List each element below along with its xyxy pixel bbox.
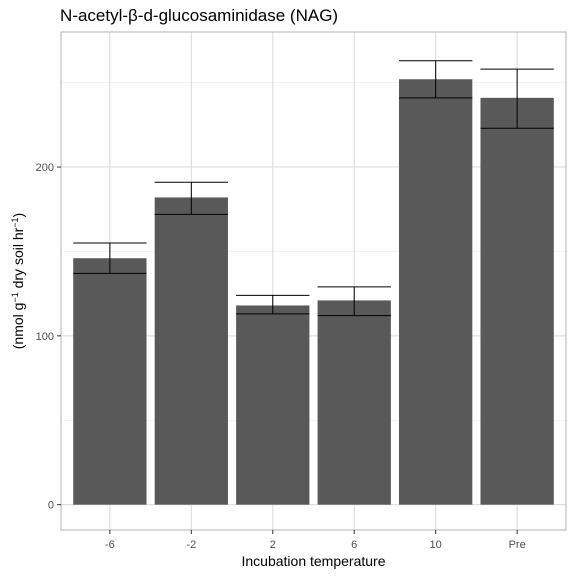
panel-border <box>60 31 567 531</box>
bar-2 <box>236 305 310 505</box>
y-axis-title: (nmol g−1 dry soil hr−1) <box>10 213 26 349</box>
error-bar-6 <box>317 286 391 317</box>
x-tick-label: -6 <box>105 539 115 551</box>
x-tick-label: -2 <box>186 539 196 551</box>
x-tick-label: 10 <box>430 539 442 551</box>
error-bar--2 <box>154 181 228 215</box>
bars <box>73 79 554 505</box>
chart-title: N-acetyl-β-d-glucosaminidase (NAG) <box>60 6 339 25</box>
y-tick-label: 200 <box>36 162 54 174</box>
x-tick-label: 6 <box>351 539 357 551</box>
x-tick-label: Pre <box>509 539 526 551</box>
y-axis-title-sup1: −1 <box>10 292 20 302</box>
x-axis-title: Incubation temperature <box>242 553 386 569</box>
y-axis-title-open: (nmol g <box>10 303 26 350</box>
error-bar-10 <box>399 60 473 99</box>
error-bar--6 <box>73 242 147 274</box>
bar-10 <box>399 79 473 505</box>
x-axis-ticks: -6 -2 2 6 10 Pre <box>105 530 526 551</box>
bar-6 <box>317 300 391 505</box>
y-axis-title-middle: dry soil hr <box>10 227 26 292</box>
bar--6 <box>73 258 147 505</box>
x-tick-label: 2 <box>270 539 276 551</box>
error-bars <box>73 60 554 317</box>
bar--2 <box>154 197 228 505</box>
error-bar-Pre <box>480 68 554 129</box>
error-bar-2 <box>236 294 310 315</box>
y-axis-title-close: ) <box>10 213 26 218</box>
y-axis-ticks: 0 100 200 <box>36 162 61 512</box>
y-tick-label: 0 <box>48 500 54 512</box>
y-tick-label: 100 <box>36 331 54 343</box>
y-axis-title-sup2: −1 <box>10 217 20 227</box>
bar-Pre <box>480 97 554 505</box>
